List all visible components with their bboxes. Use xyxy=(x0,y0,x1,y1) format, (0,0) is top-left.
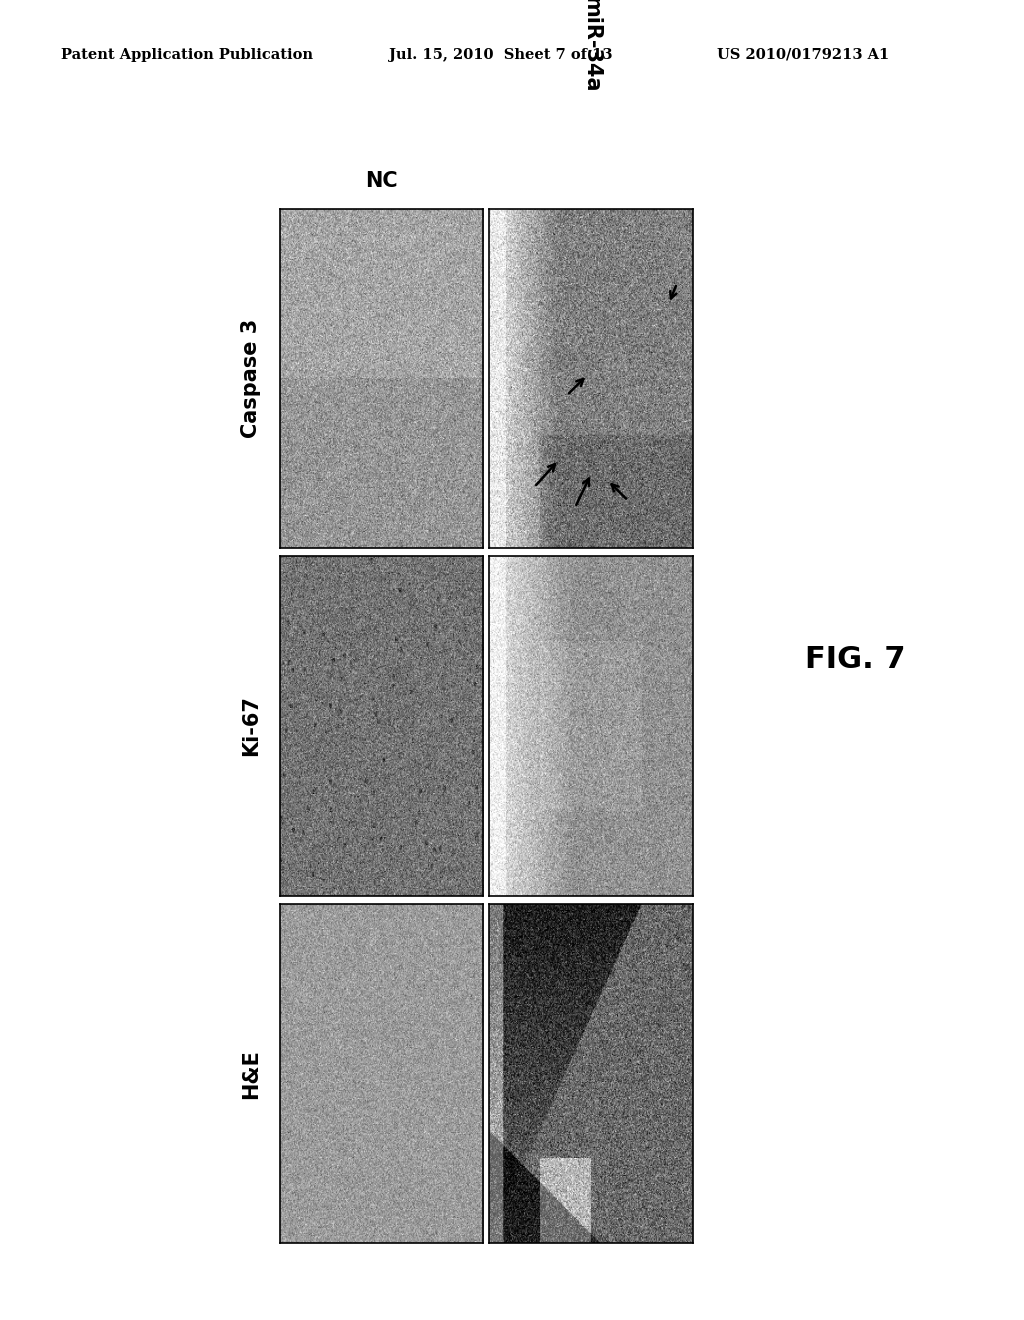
Text: miR-34a: miR-34a xyxy=(582,0,601,92)
Text: Jul. 15, 2010  Sheet 7 of 13: Jul. 15, 2010 Sheet 7 of 13 xyxy=(389,48,612,62)
Text: NC: NC xyxy=(366,172,397,191)
Text: Patent Application Publication: Patent Application Publication xyxy=(61,48,313,62)
Text: FIG. 7: FIG. 7 xyxy=(805,645,905,675)
Text: Ki-67: Ki-67 xyxy=(241,696,261,756)
Text: US 2010/0179213 A1: US 2010/0179213 A1 xyxy=(717,48,889,62)
Text: Caspase 3: Caspase 3 xyxy=(241,318,261,438)
Text: H&E: H&E xyxy=(241,1048,261,1098)
